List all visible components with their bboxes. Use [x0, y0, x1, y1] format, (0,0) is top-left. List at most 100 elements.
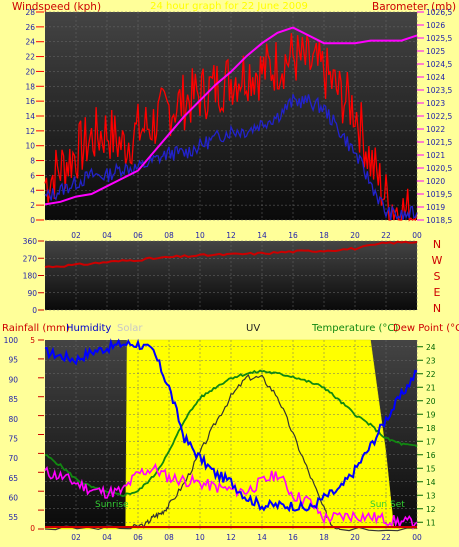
dewpoint-axis-title: Dew Point (°C) [393, 323, 459, 334]
sunset-label: Sun Set [370, 500, 405, 510]
x-tick-label: 12 [226, 533, 236, 542]
windspeed-tick-label: 18 [25, 82, 35, 91]
x-tick-label: 20 [350, 231, 360, 240]
barometer-tick-label: 1023 [426, 99, 445, 108]
x-tick-label: 18 [319, 533, 329, 542]
humidity-tick-label: 65 [8, 474, 18, 483]
temperature-tick-label: 12 [426, 505, 436, 514]
barometer-tick-label: 1026,5 [426, 8, 452, 17]
x-tick-label: 08 [164, 231, 174, 240]
humidity-tick-label: 95 [8, 356, 18, 365]
barometer-tick-label: 1022 [426, 125, 445, 134]
windspeed-tick-label: 10 [25, 142, 35, 151]
humidity-tick-label: 90 [8, 375, 18, 384]
barometer-tick-label: 1021,5 [426, 138, 452, 147]
compass-label: N [433, 238, 441, 251]
x-tick-label: 20 [350, 533, 360, 542]
direction-tick-label: 180 [23, 272, 38, 281]
direction-tick-label: 0 [32, 306, 37, 315]
barometer-axis-title: Barometer (mb) [372, 1, 456, 13]
temperature-tick-label: 21 [426, 383, 436, 392]
x-tick-label: 06 [133, 533, 143, 542]
temperature-axis-title: Temperature (°C) [311, 323, 398, 334]
x-tick-label: 16 [288, 231, 298, 240]
barometer-tick-label: 1018,5 [426, 216, 452, 225]
barometer-tick-label: 1021 [426, 151, 445, 160]
solar-axis-title: Solar [117, 323, 143, 334]
x-tick-label: 00 [412, 533, 422, 542]
compass-label: N [433, 302, 441, 315]
uv-series-line [44, 374, 418, 532]
humidity-tick-label: 55 [8, 513, 18, 522]
barometer-tick-label: 1020 [426, 177, 445, 186]
x-tick-label: 10 [195, 533, 205, 542]
temperature-tick-label: 14 [426, 478, 436, 487]
windspeed-axis-title: Windspeed (kph) [12, 1, 101, 13]
windspeed-tick-label: 4 [30, 186, 35, 195]
direction-tick-label: 90 [27, 289, 37, 298]
humidity-series-line [44, 338, 418, 513]
compass-label: W [432, 254, 443, 267]
temperature-tick-label: 24 [426, 343, 436, 352]
direction-tick-label: 270 [23, 254, 38, 263]
compass-label: E [434, 286, 441, 299]
humidity-tick-label: 75 [8, 434, 18, 443]
barometer-tick-label: 1019 [426, 203, 445, 212]
windspeed-tick-label: 2 [30, 201, 35, 210]
x-tick-label: 14 [257, 533, 267, 542]
barometer-tick-label: 1022,5 [426, 112, 452, 121]
windspeed-tick-label: 24 [25, 38, 35, 47]
rainfall-axis-title: Rainfall (mm) [2, 323, 70, 334]
rainfall-tick-label: 0 [30, 524, 35, 533]
windspeed-tick-label: 0 [30, 216, 35, 225]
dewpoint-series-line [44, 462, 418, 531]
temperature-tick-label: 20 [426, 397, 436, 406]
x-tick-label: 16 [288, 533, 298, 542]
temperature-tick-label: 13 [426, 491, 436, 500]
x-tick-label: 02 [71, 533, 81, 542]
sunrise-label: Sunrise [95, 500, 129, 510]
x-tick-label: 04 [102, 533, 112, 542]
compass-label: S [434, 270, 441, 283]
humidity-axis-title: Humidity [66, 323, 111, 334]
humidity-tick-label: 80 [8, 415, 18, 424]
barometer-tick-label: 1026 [426, 21, 445, 30]
uv-axis-title: UV [246, 323, 260, 334]
temperature-tick-label: 11 [426, 518, 436, 527]
x-tick-label: 14 [257, 231, 267, 240]
barometer-tick-label: 1025 [426, 47, 445, 56]
barometer-tick-label: 1024 [426, 73, 445, 82]
x-tick-label: 10 [195, 231, 205, 240]
x-tick-label: 04 [102, 231, 112, 240]
temperature-tick-label: 23 [426, 356, 436, 365]
windspeed-tick-label: 14 [25, 112, 35, 121]
barometer-tick-label: 1025,5 [426, 34, 452, 43]
x-tick-label: 22 [381, 533, 391, 542]
windspeed-tick-label: 16 [25, 97, 35, 106]
temperature-tick-label: 17 [426, 437, 436, 446]
rainfall-tick-label: 5 [30, 336, 35, 345]
windspeed-tick-label: 6 [30, 171, 35, 180]
humidity-tick-label: 100 [4, 336, 19, 345]
barometer-tick-label: 1024,5 [426, 60, 452, 69]
direction-tick-label: 360 [23, 237, 38, 246]
humidity-tick-label: 85 [8, 395, 18, 404]
humidity-tick-label: 60 [8, 494, 18, 503]
windspeed-tick-label: 8 [30, 157, 35, 166]
chart-title: 24 hour graph for 22 June 2009 [150, 1, 308, 12]
barometer-series-line [44, 26, 418, 206]
temperature-series-line [45, 369, 418, 498]
temperature-tick-label: 18 [426, 424, 436, 433]
x-tick-label: 08 [164, 533, 174, 542]
wind-average-series-line [44, 93, 418, 221]
x-tick-label: 02 [71, 231, 81, 240]
temperature-tick-label: 15 [426, 464, 436, 473]
windspeed-tick-label: 12 [25, 127, 35, 136]
x-tick-label: 22 [381, 231, 391, 240]
temperature-tick-label: 19 [426, 410, 436, 419]
windspeed-tick-label: 22 [25, 53, 35, 62]
x-tick-label: 00 [412, 231, 422, 240]
windspeed-tick-label: 20 [25, 67, 35, 76]
